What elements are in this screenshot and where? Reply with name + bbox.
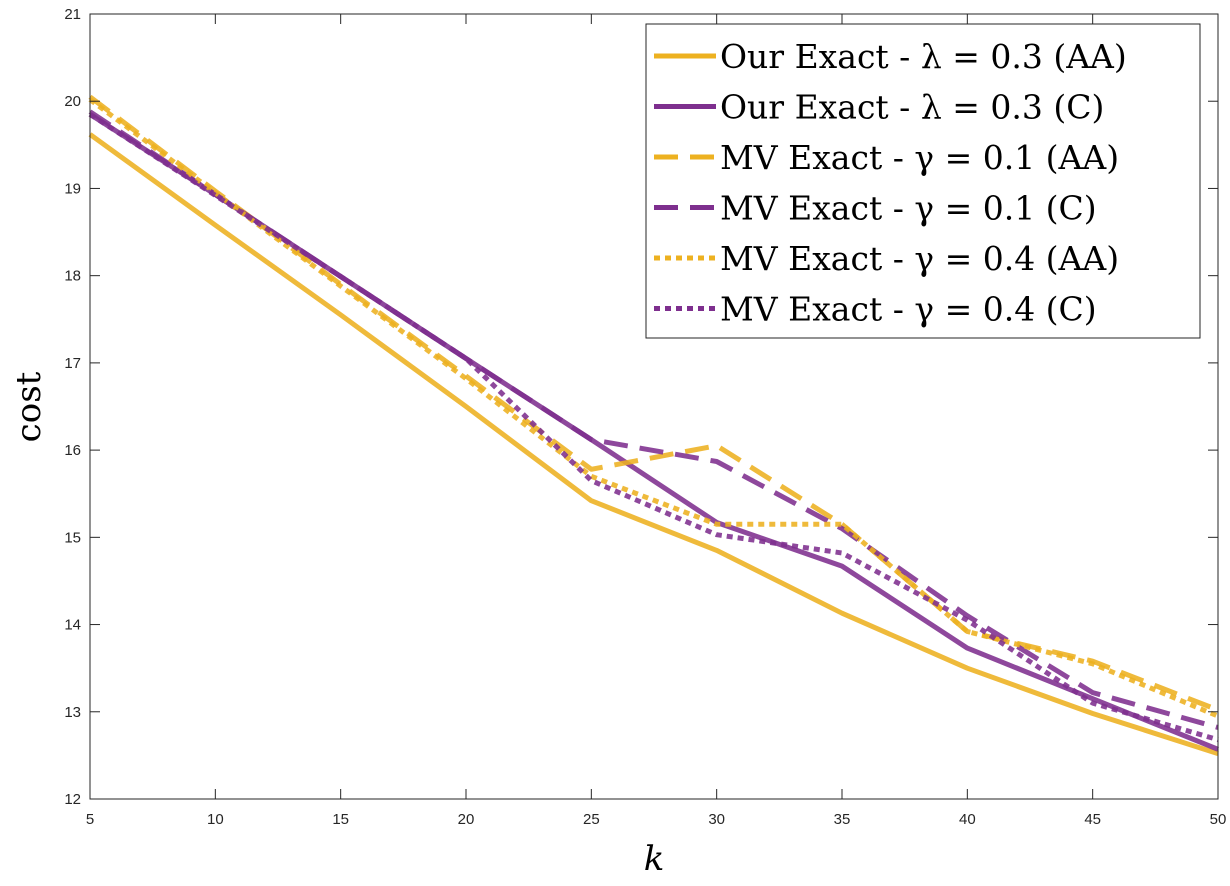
x-axis-title: k xyxy=(644,839,665,879)
y-tick-label: 13 xyxy=(64,704,81,721)
x-tick-label: 20 xyxy=(458,811,475,828)
x-tick-label: 50 xyxy=(1210,811,1227,828)
y-axis-title: cost xyxy=(9,371,49,442)
legend-label-6: MV Exact - γ = 0.4 (C) xyxy=(720,290,1097,329)
y-tick-label: 21 xyxy=(64,6,81,23)
y-tick-label: 16 xyxy=(64,442,81,459)
y-axis-ticks: 12 13 14 15 16 17 18 19 20 21 xyxy=(64,6,1218,808)
x-tick-label: 45 xyxy=(1084,811,1101,828)
x-tick-label: 25 xyxy=(583,811,600,828)
legend-box xyxy=(645,23,1201,339)
x-tick-label: 10 xyxy=(207,811,224,828)
plot-area-frame xyxy=(89,13,1219,800)
x-tick-label: 30 xyxy=(708,811,725,828)
legend: Our Exact - λ = 0.3 (AA) Our Exact - λ = … xyxy=(645,23,1201,339)
x-axis-ticks: 5 10 15 20 25 30 35 40 45 50 xyxy=(86,14,1227,828)
y-tick-label: 18 xyxy=(64,268,81,285)
legend-entries: Our Exact - λ = 0.3 (AA) Our Exact - λ = … xyxy=(654,37,1127,329)
series-line-5 xyxy=(88,97,1219,719)
y-tick-label: 20 xyxy=(64,93,81,110)
x-tick-label: 5 xyxy=(86,811,94,828)
y-tick-label: 19 xyxy=(64,180,81,197)
x-tick-label: 15 xyxy=(332,811,349,828)
y-tick-label: 14 xyxy=(64,617,81,634)
legend-label-5: MV Exact - γ = 0.4 (AA) xyxy=(720,239,1119,278)
legend-label-4: MV Exact - γ = 0.1 (C) xyxy=(720,189,1097,228)
legend-label-3: MV Exact - γ = 0.1 (AA) xyxy=(720,138,1119,177)
y-tick-label: 17 xyxy=(64,355,81,372)
legend-label-2: Our Exact - λ = 0.3 (C) xyxy=(720,88,1104,127)
series-layer xyxy=(88,94,1219,756)
x-tick-label: 35 xyxy=(834,811,851,828)
series-line-6 xyxy=(88,112,1219,743)
series-line-1 xyxy=(88,132,1219,756)
x-tick-label: 40 xyxy=(959,811,976,828)
legend-label-1: Our Exact - λ = 0.3 (AA) xyxy=(720,37,1127,76)
y-tick-label: 15 xyxy=(64,529,81,546)
y-tick-label: 12 xyxy=(64,791,81,808)
